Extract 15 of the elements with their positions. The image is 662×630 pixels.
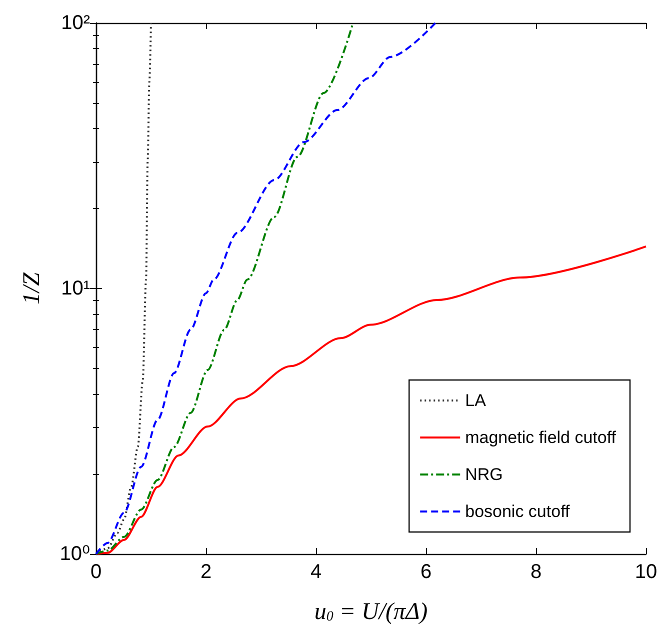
y-tick-label: 10⁰ <box>60 543 90 565</box>
legend-label: LA <box>465 391 487 410</box>
y-tick-label: 10¹ <box>61 278 90 300</box>
x-tick-label: 8 <box>530 561 542 583</box>
x-axis-title: u0 = U/(πΔ) <box>314 599 428 625</box>
x-tick-label: 4 <box>310 561 322 583</box>
x-tick-label: 6 <box>420 561 432 583</box>
x-tick-label: 2 <box>200 561 212 583</box>
y-tick-label: 10² <box>61 12 90 34</box>
legend-label: bosonic cutoff <box>465 502 570 521</box>
legend-label: magnetic field cutoff <box>465 428 616 447</box>
x-tick-label: 10 <box>634 561 658 583</box>
x-tick-label: 0 <box>90 561 102 583</box>
y-axis-title: 1/Z <box>19 272 45 305</box>
legend-label: NRG <box>465 465 503 484</box>
